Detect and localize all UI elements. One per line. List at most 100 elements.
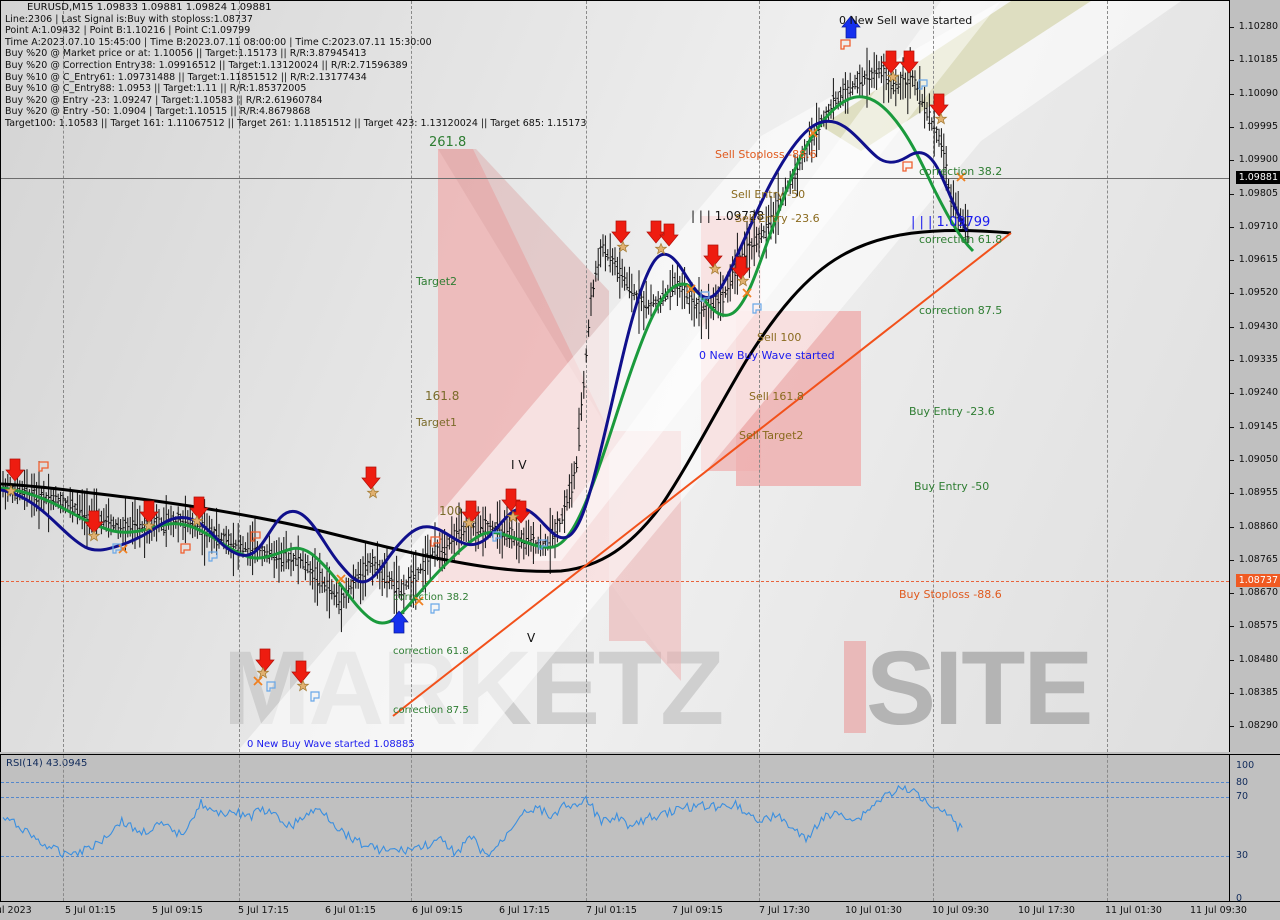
price-tick [1230, 393, 1234, 395]
vertical-gridline [1107, 1, 1108, 752]
time-tick-label: 6 Jul 01:15 [325, 905, 376, 916]
price-tick-label: 1.09520 [1238, 287, 1278, 299]
annotation-sell-entry-236: Sell Entry -23.6 [735, 212, 820, 225]
vertical-gridline [411, 1, 412, 752]
header-line: Buy %20 @ Correction Entry38: 1.09916512… [5, 59, 408, 71]
header-line: Buy %10 @ C_Entry88: 1.0953 || Target:1.… [5, 83, 307, 95]
price-chart-pane[interactable]: MARKETZ SITE [0, 0, 1229, 752]
price-tick [1230, 726, 1234, 728]
price-tick-label: 1.09335 [1238, 354, 1278, 365]
header-line: Point A:1.09432 | Point B:1.10216 | Poin… [5, 25, 251, 37]
header-line: Buy %20 @ Entry -23: 1.09247 | Target:1.… [5, 94, 323, 106]
annotation-buy-entry-50: Buy Entry -50 [914, 480, 990, 493]
annotation-new-buy-wave-bot: 0 New Buy Wave started 1.08885 [247, 739, 415, 750]
time-axis[interactable]: 4 Jul 2023 5 Jul 01:15 5 Jul 09:15 5 Jul 17… [0, 903, 1280, 920]
price-tick-label: 1.09240 [1238, 387, 1278, 399]
vertical-gridline [759, 1, 760, 752]
annotation-fib-261: 261.8 [429, 135, 467, 150]
price-tick-label: 1.09050 [1238, 453, 1278, 465]
rsi-axis: 100 80 70 30 0 [1229, 754, 1280, 904]
price-tick [1230, 360, 1234, 361]
price-tick [1230, 260, 1234, 262]
price-tick-label: 1.08955 [1238, 487, 1278, 499]
watermark-site: SITE [866, 630, 1093, 747]
rsi-subchart-pane[interactable]: RSI(14) 43.0945 [0, 754, 1229, 902]
time-tick-label: 5 Jul 17:15 [238, 905, 289, 916]
annotation-new-sell-wave: 0 New Sell wave started [839, 14, 973, 27]
price-tick-label: 1.08480 [1238, 653, 1278, 665]
price-tick-label: 1.09430 [1238, 320, 1278, 332]
current-price-label: 1.09881 [1235, 171, 1280, 184]
annotation-fib-161: 161.8 [425, 389, 460, 403]
rsi-vertical-gridline [239, 755, 240, 901]
ma-mid-line [1, 119, 969, 584]
time-tick-label: 4 Jul 2023 [0, 905, 32, 916]
annotation-wave-IV: I V [511, 458, 527, 472]
rsi-vertical-gridline [759, 755, 760, 901]
annotation-sell-target2: Sell Target2 [739, 429, 804, 442]
ma-fast-line [1, 95, 975, 625]
price-tick-label: 1.09710 [1238, 220, 1278, 232]
annotation-correction-618-bot: correction 61.8 [393, 646, 469, 657]
header-line: Buy %20 @ Entry -50: 1.0904 | Target:1.1… [5, 106, 311, 118]
price-tick [1230, 459, 1234, 461]
rising-trendline [392, 232, 1012, 717]
header-line: Buy %20 @ Market price or at: 1.10056 ||… [5, 48, 367, 60]
annotation-buy-entry-236: Buy Entry -23.6 [909, 405, 995, 418]
annotation-sell-stoploss: Sell Stoploss -88.6 [715, 148, 817, 161]
time-tick-label: 5 Jul 09:15 [152, 905, 203, 916]
annotation-correction-875-bot: correction 87.5 [393, 705, 469, 716]
rsi-tick-label: 80 [1236, 777, 1249, 788]
vertical-gridline [239, 1, 240, 752]
price-tick [1230, 426, 1234, 428]
price-tick [1230, 60, 1234, 62]
rsi-tick-label: 0 [1236, 893, 1243, 904]
price-tick [1230, 526, 1234, 528]
header-line: Line:2306 | Last Signal is:Buy with stop… [5, 13, 253, 25]
price-tick [1230, 659, 1234, 661]
rsi-vertical-gridline [411, 755, 412, 901]
price-tick [1230, 626, 1234, 628]
annotation-sell-entry-50: Sell Entry -50 [731, 188, 806, 201]
price-axis[interactable]: 1.10280 1.10185 1.10090 1.09995 1.09900 1.098… [1229, 0, 1280, 752]
annotation-price-tag-109799: | | | 1.09799 [911, 215, 991, 230]
annotation-buy-stoploss: Buy Stoploss -88.6 [899, 588, 1002, 601]
price-tick [1230, 226, 1234, 228]
stoploss-level-line [1, 581, 1229, 582]
rsi-tick-label: 70 [1236, 791, 1249, 802]
price-tick-label: 1.09145 [1238, 420, 1278, 432]
time-tick-label: 7 Jul 17:30 [759, 905, 810, 916]
rsi-vertical-gridline [63, 755, 64, 901]
rsi-vertical-gridline [933, 755, 934, 901]
price-tick [1230, 593, 1234, 595]
annotation-sell-100: Sell 100 [757, 331, 802, 344]
time-tick-label: 10 Jul 01:30 [845, 905, 902, 916]
time-tick-label: 7 Jul 01:15 [586, 905, 637, 916]
annotation-correction-382-top: correction 38.2 [919, 165, 1003, 178]
annotation-correction-382-bot: correction 38.2 [393, 592, 469, 603]
price-tick-label: 1.08575 [1238, 620, 1278, 632]
price-tick-label: 1.10185 [1238, 54, 1278, 66]
price-tick [1230, 326, 1234, 328]
rsi-label: RSI(14) 43.0945 [6, 758, 88, 769]
rsi-line-layer [2, 784, 963, 859]
header-line: Time A:2023.07.10 15:45:00 | Time B:2023… [5, 36, 432, 48]
vertical-gridline [63, 1, 64, 752]
annotation-price-tag-109728: | | | 1.09728 [691, 209, 765, 223]
price-tick-label: 1.08385 [1238, 687, 1278, 698]
price-tick-label: 1.08670 [1238, 587, 1278, 599]
rsi-level-30 [1, 856, 1229, 857]
annotation-sell-161: Sell 161.8 [749, 390, 804, 403]
annotation-fib-target1: Target1 [416, 416, 458, 429]
signal-markers-layer [4, 15, 966, 702]
annotation-new-buy-wave-top: 0 New Buy Wave started [699, 349, 835, 362]
annotation-correction-618-top: correction 61.8 [919, 233, 1003, 246]
price-tick-label: 1.08860 [1238, 520, 1278, 532]
rsi-level-70 [1, 797, 1229, 798]
rsi-vertical-gridline [586, 755, 587, 901]
price-tick [1230, 293, 1234, 295]
stoploss-price-label: 1.08737 [1235, 574, 1280, 587]
price-tick-label: 1.09995 [1238, 120, 1278, 132]
price-tick [1230, 693, 1234, 694]
